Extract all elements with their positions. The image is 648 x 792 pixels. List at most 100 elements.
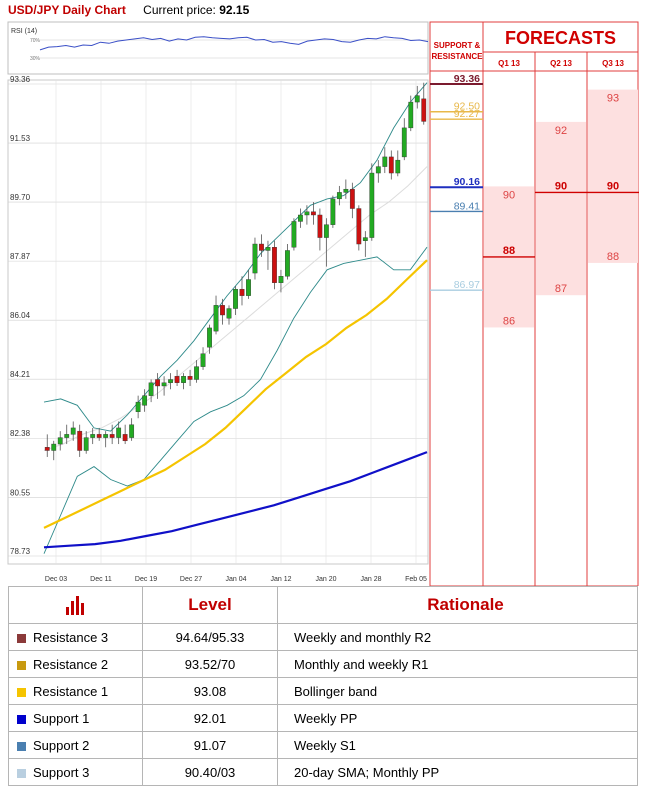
candle [181, 373, 186, 390]
candle [291, 218, 297, 251]
candle [369, 163, 375, 241]
candle [57, 431, 63, 451]
candle [129, 418, 135, 441]
level-value: 93.08 [142, 677, 278, 705]
candle-body [369, 172, 375, 238]
levels-table-wrap: Level Rationale Resistance 3 94.64/95.33 W… [8, 586, 638, 789]
level-name-cell: Support 1 [8, 704, 143, 732]
level-rationale: 20-day SMA; Monthly PP [277, 758, 638, 786]
candle-body [174, 376, 180, 383]
forecast-bars: 90 86 88 92 87 90 93 88 90 [483, 89, 639, 328]
chart-header: USD/JPY Daily Chart Current price: 92.15 [8, 3, 249, 19]
candle [259, 234, 264, 257]
bollinger-mid-line [43, 166, 428, 451]
candle [44, 434, 50, 457]
rsi-level-30: 30% [30, 56, 41, 62]
level-rationale: Bollinger band [277, 677, 638, 705]
candle [77, 424, 83, 457]
candle-body [272, 247, 277, 283]
y-tick-label: 80.55 [10, 488, 31, 497]
sr-level-value: 92.50 [454, 101, 480, 113]
level-rationale: Weekly PP [277, 704, 638, 732]
candle-body [44, 447, 50, 451]
candle-body [323, 224, 329, 238]
level-name-cell: Support 3 [8, 758, 143, 786]
candle [304, 205, 310, 225]
level-color-swatch [17, 687, 26, 697]
sr-level-value: 90.16 [454, 176, 480, 188]
candle [382, 147, 388, 174]
level-value: 92.01 [142, 704, 278, 732]
candle [272, 240, 277, 290]
candle [103, 431, 109, 448]
quarter-label-q2: Q2 13 [550, 59, 572, 68]
candle [142, 389, 148, 412]
level-name: Support 2 [33, 737, 90, 753]
candle-body [207, 327, 212, 348]
candle-body [252, 243, 258, 274]
candle-body [135, 401, 141, 412]
candle-body [233, 288, 238, 309]
forecast-range [536, 121, 586, 296]
table-row: Resistance 3 94.64/95.33 Weekly and monthl… [8, 623, 638, 651]
x-tick-label: Jan 28 [360, 576, 381, 583]
forecast-low: 88 [607, 251, 619, 263]
candle [96, 427, 102, 441]
candle-body [194, 366, 199, 380]
sma-blue-line [43, 451, 428, 549]
candle-body [187, 376, 193, 380]
y-tick-label: 89.70 [10, 193, 31, 202]
candle [336, 185, 342, 206]
x-tick-label: Jan 12 [270, 576, 291, 583]
level-name: Support 1 [33, 710, 90, 726]
level-name-cell: Resistance 2 [8, 650, 143, 678]
y-tick-label: 87.87 [10, 252, 31, 261]
table-row: Resistance 2 93.52/70 Monthly and weekly R… [8, 650, 638, 678]
candle [298, 208, 303, 228]
candle [375, 160, 381, 183]
rsi-level-70: 70% [30, 38, 41, 44]
x-tick-label: Dec 03 [45, 576, 67, 583]
level-value: 90.40/03 [142, 758, 278, 786]
table-row: Resistance 1 93.08 Bollinger band [8, 677, 638, 705]
sr-level-value: 86.97 [454, 279, 480, 291]
candle-body [155, 379, 161, 387]
candle-body [142, 395, 148, 406]
candle [414, 85, 420, 109]
candle [310, 202, 316, 225]
candle [317, 208, 323, 251]
x-tick-label: Dec 27 [180, 576, 202, 583]
level-value: 91.07 [142, 731, 278, 759]
candle-body [168, 379, 173, 383]
candle [122, 424, 128, 445]
table-row: Support 1 92.01 Weekly PP [8, 704, 638, 732]
candle-body [213, 305, 219, 332]
x-tick-label: Dec 11 [90, 576, 112, 583]
quarter-label-q3: Q3 13 [602, 59, 624, 68]
forecast-high: 90 [503, 189, 515, 201]
candle [187, 369, 193, 386]
candle [64, 424, 70, 445]
candle-body [246, 279, 251, 296]
forecast-mid: 90 [607, 180, 619, 192]
y-tick-label: 84.21 [10, 370, 31, 379]
candle [168, 373, 173, 390]
bollinger-upper-line [43, 82, 428, 432]
candle [252, 237, 258, 280]
level-name-cell: Resistance 3 [8, 623, 143, 651]
candle [330, 195, 336, 228]
sr-level-value: 92.27 [454, 108, 480, 120]
candle [421, 82, 427, 125]
candle-body [388, 156, 394, 174]
candle-body [122, 434, 128, 442]
indicator-lines [43, 82, 428, 554]
candle [161, 376, 167, 396]
y-tick-label: 78.73 [10, 547, 31, 556]
quarter-label-q1: Q1 13 [498, 59, 520, 68]
candle-body [83, 437, 89, 451]
candle-body [77, 430, 83, 451]
level-value: 94.64/95.33 [142, 623, 278, 651]
candle [83, 431, 89, 454]
level-color-swatch [17, 633, 26, 643]
